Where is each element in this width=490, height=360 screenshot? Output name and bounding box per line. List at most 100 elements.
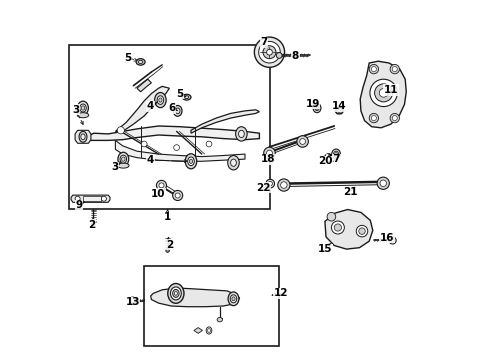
Ellipse shape: [231, 159, 236, 166]
Text: 22: 22: [256, 183, 271, 193]
Circle shape: [370, 79, 397, 107]
Text: 8: 8: [292, 51, 299, 61]
Text: 6: 6: [169, 103, 176, 113]
Ellipse shape: [336, 108, 343, 114]
Text: 2: 2: [88, 220, 96, 230]
Text: 3: 3: [72, 105, 79, 115]
Circle shape: [327, 212, 336, 221]
Circle shape: [380, 180, 387, 186]
Ellipse shape: [236, 127, 247, 141]
Circle shape: [156, 180, 167, 190]
Ellipse shape: [230, 295, 237, 303]
Ellipse shape: [122, 157, 125, 161]
Text: 5: 5: [124, 53, 132, 63]
Ellipse shape: [335, 153, 338, 156]
Circle shape: [267, 49, 272, 55]
Ellipse shape: [338, 109, 341, 112]
Text: 5: 5: [176, 89, 183, 99]
Circle shape: [166, 249, 170, 252]
Text: 16: 16: [380, 233, 394, 243]
Ellipse shape: [239, 130, 245, 138]
Polygon shape: [75, 130, 91, 143]
Circle shape: [259, 41, 280, 63]
Circle shape: [159, 183, 164, 188]
Ellipse shape: [326, 156, 331, 160]
Text: 19: 19: [305, 99, 320, 109]
Ellipse shape: [217, 318, 222, 322]
Ellipse shape: [327, 157, 330, 159]
Ellipse shape: [173, 105, 182, 116]
Ellipse shape: [120, 155, 126, 163]
Ellipse shape: [159, 98, 162, 102]
Ellipse shape: [232, 297, 235, 301]
Ellipse shape: [208, 329, 210, 332]
Text: 2: 2: [166, 240, 173, 250]
Ellipse shape: [139, 60, 143, 63]
Circle shape: [371, 67, 376, 72]
Ellipse shape: [77, 101, 88, 115]
Polygon shape: [116, 140, 245, 161]
Text: 1: 1: [164, 212, 171, 222]
Text: 7: 7: [260, 37, 268, 48]
Circle shape: [91, 222, 95, 226]
Ellipse shape: [185, 96, 189, 99]
Ellipse shape: [174, 292, 177, 295]
Circle shape: [117, 127, 124, 134]
Polygon shape: [116, 86, 170, 131]
Circle shape: [392, 67, 397, 72]
Circle shape: [263, 46, 276, 59]
Text: 4: 4: [147, 155, 154, 165]
Circle shape: [334, 224, 342, 231]
Circle shape: [356, 225, 368, 237]
Polygon shape: [194, 328, 202, 333]
Circle shape: [300, 139, 305, 144]
Circle shape: [206, 141, 212, 147]
Circle shape: [131, 299, 134, 302]
Ellipse shape: [81, 134, 85, 140]
Ellipse shape: [228, 292, 239, 306]
Text: 3: 3: [111, 162, 118, 172]
Ellipse shape: [189, 159, 193, 163]
Circle shape: [377, 177, 390, 189]
Ellipse shape: [206, 327, 212, 334]
Circle shape: [278, 179, 290, 191]
Text: 13: 13: [125, 297, 140, 307]
Text: 12: 12: [274, 288, 288, 298]
Ellipse shape: [81, 106, 85, 110]
Ellipse shape: [171, 287, 181, 300]
Text: 14: 14: [332, 101, 346, 111]
Circle shape: [331, 221, 344, 234]
Ellipse shape: [118, 163, 129, 168]
Circle shape: [359, 228, 365, 234]
Text: 10: 10: [150, 189, 165, 199]
Circle shape: [101, 196, 106, 201]
Text: 21: 21: [343, 186, 357, 197]
Text: 9: 9: [75, 200, 82, 210]
Circle shape: [172, 190, 183, 201]
Polygon shape: [325, 210, 373, 249]
Circle shape: [297, 136, 308, 147]
Ellipse shape: [334, 151, 339, 157]
Ellipse shape: [157, 96, 164, 104]
Polygon shape: [87, 126, 259, 140]
Circle shape: [267, 150, 272, 156]
Text: 11: 11: [384, 85, 398, 95]
Ellipse shape: [182, 94, 191, 100]
Ellipse shape: [324, 154, 333, 162]
Circle shape: [369, 113, 379, 123]
Ellipse shape: [118, 152, 129, 166]
Circle shape: [390, 64, 399, 74]
Circle shape: [390, 113, 399, 123]
Ellipse shape: [313, 103, 321, 113]
Circle shape: [264, 147, 275, 159]
Bar: [83, 196, 101, 201]
Circle shape: [374, 84, 392, 102]
Circle shape: [389, 237, 396, 244]
Polygon shape: [71, 195, 110, 202]
Text: 15: 15: [318, 244, 332, 254]
Circle shape: [141, 141, 147, 147]
Ellipse shape: [168, 284, 184, 303]
Ellipse shape: [172, 289, 179, 297]
Text: 20: 20: [318, 156, 332, 166]
Bar: [144, 266, 279, 346]
